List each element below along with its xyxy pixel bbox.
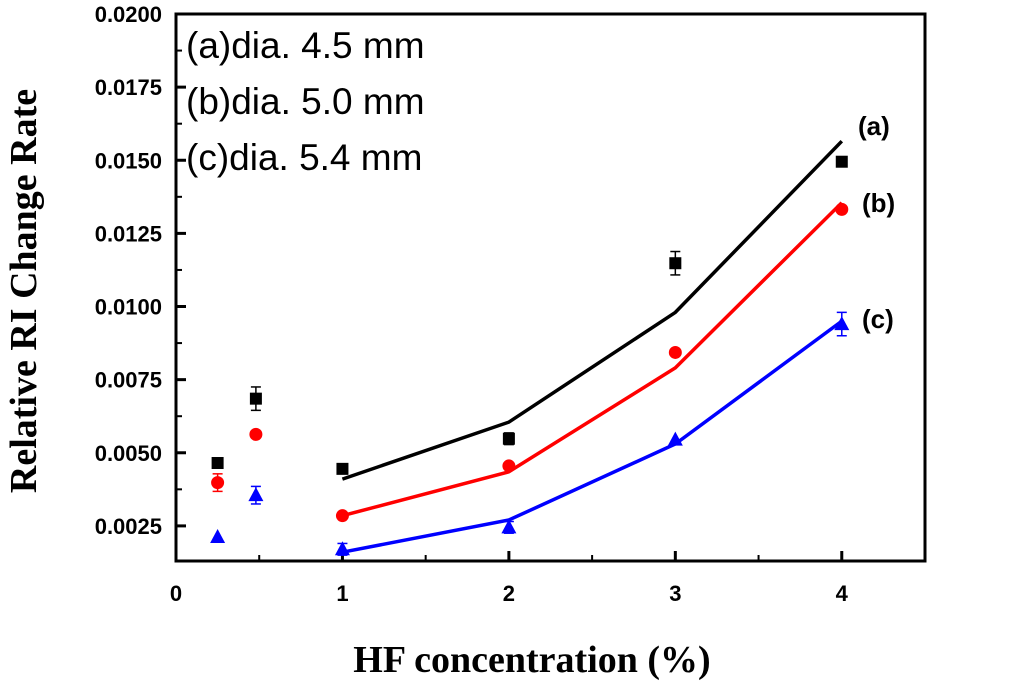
data-point-a xyxy=(502,432,515,445)
y-axis-title: Relative RI Change Rate xyxy=(3,89,45,493)
data-point-b xyxy=(502,459,516,473)
data-point-c xyxy=(210,529,226,544)
data-point-c xyxy=(667,431,683,446)
markers xyxy=(210,155,850,556)
fit-line-c xyxy=(342,319,843,554)
y-tick-label: 0.0100 xyxy=(95,295,162,320)
legend-entry-c: (c)dia. 5.4 mm xyxy=(186,137,422,178)
series-labels: (a) (b) (c) xyxy=(858,111,895,334)
legend-entry-a: (a)dia. 4.5 mm xyxy=(186,25,425,66)
x-axis-title: HF concentration (%) xyxy=(353,639,710,681)
data-point-b xyxy=(211,476,225,490)
series-label-a: (a) xyxy=(858,111,890,141)
data-point-b xyxy=(335,509,349,523)
x-tick-label: 0 xyxy=(170,581,182,606)
y-tick-label: 0.0150 xyxy=(95,148,162,173)
plot-border xyxy=(174,12,927,563)
data-point-b xyxy=(668,345,682,359)
x-tick-label: 4 xyxy=(836,581,849,606)
data-point-b xyxy=(835,202,849,216)
data-point-c xyxy=(334,541,350,556)
data-point-a xyxy=(211,457,224,470)
data-point-c xyxy=(248,487,264,502)
data-point-c xyxy=(501,519,517,534)
y-tick-label: 0.0200 xyxy=(95,2,162,27)
legend: (a)dia. 4.5 mm (b)dia. 5.0 mm (c)dia. 5.… xyxy=(186,25,425,178)
data-point-c xyxy=(834,316,850,331)
fit-line-b xyxy=(341,201,844,518)
data-point-b xyxy=(249,427,263,441)
x-tick-label: 2 xyxy=(503,581,515,606)
fit-line-a xyxy=(341,139,844,481)
y-tick-label: 0.0175 xyxy=(95,75,162,100)
y-tick-label: 0.0050 xyxy=(95,441,162,466)
data-point-a xyxy=(249,392,262,405)
data-point-a xyxy=(835,155,848,168)
data-point-a xyxy=(669,257,682,270)
plot-frame xyxy=(174,12,927,563)
x-tick-label: 3 xyxy=(669,581,681,606)
y-tick-label: 0.0125 xyxy=(95,221,162,246)
x-tick-label: 1 xyxy=(336,581,348,606)
data-point-a xyxy=(336,462,349,475)
y-tick-label: 0.0025 xyxy=(95,514,162,539)
fit-lines xyxy=(341,139,844,554)
legend-entry-b: (b)dia. 5.0 mm xyxy=(186,81,425,122)
axis-ticks: 0 1 2 3 4 0.0025 0.0050 0.0075 0.0100 0.0125 0.015… xyxy=(95,2,849,606)
series-label-c: (c) xyxy=(862,304,894,334)
series-label-b: (b) xyxy=(862,188,895,218)
y-tick-label: 0.0075 xyxy=(95,368,162,393)
